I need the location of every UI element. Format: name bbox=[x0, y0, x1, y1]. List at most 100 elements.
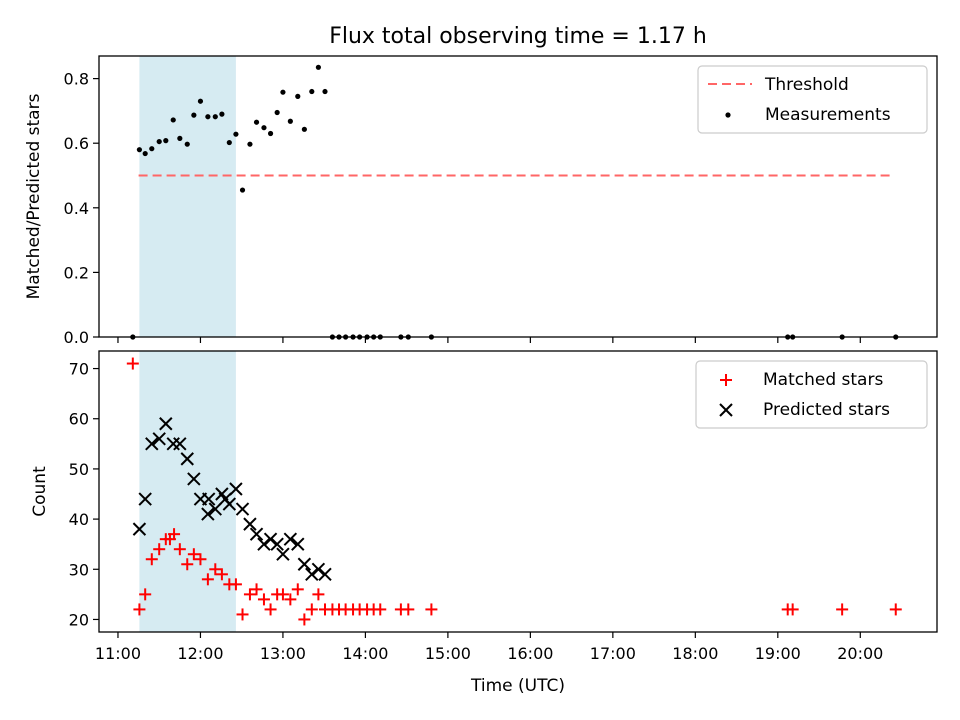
predicted-star-marker bbox=[270, 537, 284, 551]
matched-star-marker bbox=[836, 603, 849, 616]
matched-star-marker bbox=[312, 588, 325, 601]
top-y-tick-label: 0.8 bbox=[64, 70, 89, 89]
top-y-tick-label: 0.4 bbox=[64, 199, 89, 218]
matched-star-marker bbox=[276, 588, 289, 601]
matched-star-marker bbox=[194, 553, 207, 566]
matched-star-marker bbox=[284, 593, 297, 606]
predicted-star-marker bbox=[132, 522, 147, 536]
measurement-point bbox=[261, 125, 267, 131]
bottom-y-axis-ticks: 20 30 40 50 60 70 bbox=[69, 360, 99, 629]
bottom-plot-frame bbox=[98, 350, 938, 633]
measurement-point bbox=[156, 138, 162, 145]
matched-star-marker bbox=[139, 588, 152, 601]
bottom-y-axis-label: Count bbox=[30, 466, 50, 517]
predicted-star-marker bbox=[229, 482, 243, 496]
matched-star-marker bbox=[257, 593, 270, 606]
top-y-tick-label: 0.0 bbox=[64, 328, 89, 347]
matched-star-marker bbox=[209, 563, 222, 576]
measurement-point bbox=[177, 135, 183, 141]
measurement-point bbox=[295, 93, 301, 99]
predicted-star-marker bbox=[201, 507, 215, 521]
top-plot-frame bbox=[98, 55, 938, 338]
bottom-x-tick-label: 15:00 bbox=[425, 644, 471, 663]
predicted-star-marker bbox=[180, 452, 194, 466]
bottom-x-axis-ticks: 11:00 12:00 13:00 14:00 15:00 16:00 17:00 18:00… bbox=[95, 632, 883, 663]
predicted-star-marker bbox=[291, 537, 305, 551]
bottom-y-tick-label: 30 bbox=[69, 560, 89, 579]
matched-star-marker bbox=[145, 553, 158, 566]
predicted-star-marker bbox=[152, 432, 166, 446]
predicted-star-marker bbox=[276, 547, 290, 561]
measurements-legend-swatch bbox=[725, 112, 731, 118]
measurement-point bbox=[163, 138, 169, 144]
predicted-star-marker bbox=[138, 492, 152, 506]
predicted-star-marker bbox=[201, 492, 216, 506]
matched-star-marker bbox=[126, 357, 139, 370]
matched-star-marker bbox=[168, 528, 181, 541]
x-axis-label: Time (UTC) bbox=[470, 676, 565, 696]
bottom-shaded-span bbox=[139, 351, 236, 632]
bottom-x-tick-label: 17:00 bbox=[590, 644, 636, 663]
matched-star-marker bbox=[243, 588, 256, 601]
bottom-legend-box bbox=[695, 360, 928, 429]
matched-star-marker bbox=[173, 543, 186, 556]
matched-star-marker bbox=[181, 558, 194, 571]
measurement-point bbox=[219, 111, 225, 117]
measurement-point bbox=[191, 112, 197, 118]
bottom-x-tick-label: 16:00 bbox=[507, 644, 553, 663]
matched-legend-label: Matched stars bbox=[763, 370, 883, 390]
matched-star-marker bbox=[187, 548, 200, 561]
measurement-point bbox=[301, 126, 307, 132]
predicted-star-marker bbox=[222, 497, 237, 511]
top-y-axis-ticks: 0.0 0.2 0.4 0.6 0.8 bbox=[64, 70, 99, 347]
measurement-point bbox=[170, 117, 176, 123]
matched-star-marker bbox=[153, 543, 166, 556]
predicted-legend-swatch bbox=[719, 403, 733, 417]
matched-star-marker bbox=[298, 613, 311, 626]
predicted-star-marker bbox=[297, 557, 312, 571]
bottom-x-tick-label: 11:00 bbox=[95, 644, 141, 663]
predicted-legend-label: Predicted stars bbox=[763, 400, 890, 420]
predicted-stars-points bbox=[132, 417, 332, 582]
matched-stars-points bbox=[126, 357, 902, 626]
measurement-point bbox=[197, 98, 204, 104]
measurement-point bbox=[309, 88, 315, 95]
top-panel: Flux total observing time = 1.17 h 0.00.… bbox=[24, 24, 938, 347]
predicted-star-marker bbox=[263, 532, 278, 546]
measurement-point bbox=[322, 88, 328, 95]
predicted-star-marker bbox=[283, 532, 298, 546]
matched-star-marker bbox=[201, 573, 214, 586]
threshold-legend-label: Threshold bbox=[764, 75, 849, 95]
measurements-legend-label: Measurements bbox=[765, 105, 891, 125]
matched-star-marker bbox=[133, 603, 146, 616]
bottom-x-tick-label: 14:00 bbox=[342, 644, 388, 663]
chart-title: Flux total observing time = 1.17 h bbox=[329, 24, 707, 49]
predicted-star-marker bbox=[243, 517, 257, 531]
matched-star-marker bbox=[215, 568, 228, 581]
measurement-point bbox=[184, 141, 190, 147]
measurement-point bbox=[205, 114, 211, 120]
matched-star-marker bbox=[889, 603, 902, 616]
top-legend-box bbox=[697, 65, 928, 134]
bottom-legend: Matched stars Predicted stars bbox=[695, 360, 928, 429]
top-x-axis-ticks bbox=[117, 337, 861, 343]
predicted-star-marker bbox=[318, 567, 332, 582]
bottom-y-tick-label: 40 bbox=[69, 510, 89, 529]
bottom-y-tick-label: 50 bbox=[69, 460, 89, 479]
predicted-star-marker bbox=[159, 417, 173, 431]
predicted-star-marker bbox=[145, 437, 159, 451]
bottom-panel: 20 30 40 50 60 70 11:00 12:00 13:00 14:00 15:00 16… bbox=[30, 350, 938, 696]
bottom-x-tick-label: 12:00 bbox=[177, 644, 223, 663]
bottom-y-tick-label: 60 bbox=[69, 410, 89, 429]
predicted-star-marker bbox=[187, 472, 201, 486]
bottom-x-tick-label: 19:00 bbox=[755, 644, 801, 663]
measurement-point bbox=[212, 114, 218, 120]
measurement-point bbox=[280, 89, 286, 95]
predicted-star-marker bbox=[235, 502, 250, 516]
matched-star-marker bbox=[425, 603, 438, 616]
matched-star-marker bbox=[402, 603, 415, 616]
measurement-point bbox=[253, 119, 260, 125]
bottom-x-tick-label: 18:00 bbox=[672, 644, 718, 663]
measurement-point bbox=[149, 146, 155, 152]
